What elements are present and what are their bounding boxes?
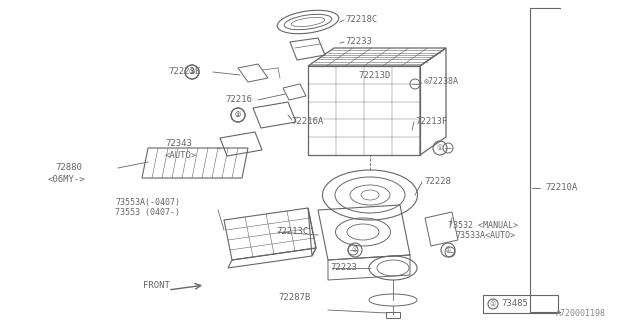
Text: 72880: 72880: [55, 164, 82, 172]
Text: ⊙72238A: ⊙72238A: [424, 77, 459, 86]
Text: ①: ①: [189, 69, 195, 75]
Text: ①: ①: [437, 145, 443, 151]
Text: 72210A: 72210A: [545, 183, 577, 193]
Text: 72218C: 72218C: [345, 14, 377, 23]
Text: 72223E: 72223E: [168, 68, 200, 76]
Text: ①: ①: [490, 301, 496, 307]
Text: ①: ①: [235, 112, 241, 118]
Text: 72213C: 72213C: [276, 228, 308, 236]
Text: 73553A(-0407): 73553A(-0407): [115, 198, 180, 207]
Bar: [483, 295, 558, 313]
Text: 73485: 73485: [501, 300, 528, 308]
Text: ①: ①: [189, 69, 195, 75]
Text: 72228: 72228: [424, 178, 451, 187]
Text: 72223: 72223: [330, 263, 357, 273]
Text: 72343: 72343: [165, 140, 192, 148]
Text: FRONT: FRONT: [143, 281, 170, 290]
Text: 72233: 72233: [345, 37, 372, 46]
Text: 72213D: 72213D: [358, 71, 390, 81]
Text: 72287B: 72287B: [278, 293, 310, 302]
Text: A72000I198: A72000I198: [556, 309, 606, 318]
Text: 73532 <MANUAL>: 73532 <MANUAL>: [448, 220, 518, 229]
Text: 73533A<AUTO>: 73533A<AUTO>: [455, 231, 515, 241]
Text: ①: ①: [235, 112, 241, 118]
Text: ①: ①: [352, 247, 358, 253]
Text: <AUTO>: <AUTO>: [165, 150, 197, 159]
Text: 72213F: 72213F: [415, 117, 447, 126]
Text: 72216A: 72216A: [291, 117, 323, 126]
Text: 72216: 72216: [225, 95, 252, 105]
Text: ①: ①: [445, 247, 451, 253]
Text: 73553 (0407-): 73553 (0407-): [115, 209, 180, 218]
Text: <06MY->: <06MY->: [48, 174, 86, 183]
